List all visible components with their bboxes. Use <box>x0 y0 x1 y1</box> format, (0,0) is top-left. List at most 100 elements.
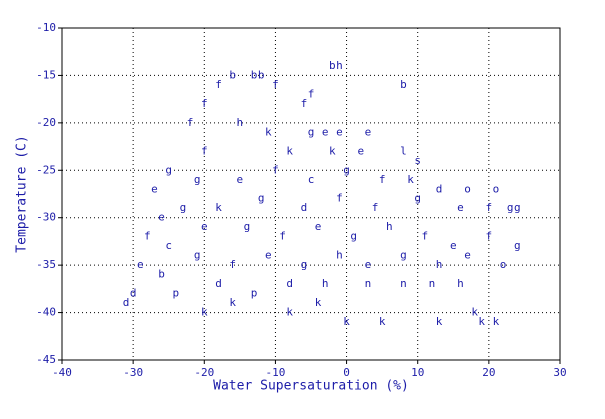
point-marker: g <box>514 239 521 252</box>
point-marker: k <box>315 296 322 309</box>
point-marker: e <box>322 125 329 138</box>
point-marker: f <box>201 97 208 110</box>
point-marker: o <box>500 258 507 271</box>
point-marker: f <box>215 78 222 91</box>
point-marker: h <box>457 277 464 290</box>
point-marker: k <box>265 125 272 138</box>
point-marker: f <box>272 78 279 91</box>
point-marker: d <box>436 182 443 195</box>
point-marker: g <box>194 173 201 186</box>
point-marker: k <box>407 173 414 186</box>
point-marker: e <box>357 144 364 157</box>
point-marker: g <box>343 163 350 176</box>
point-marker: f <box>422 230 429 243</box>
point-marker: k <box>379 315 386 328</box>
point-marker: e <box>457 201 464 214</box>
point-marker: e <box>464 249 471 262</box>
point-marker: k <box>436 315 443 328</box>
point-marker: k <box>215 201 222 214</box>
point-marker: d <box>123 296 130 309</box>
point-marker: k <box>329 144 336 157</box>
point-marker: g <box>194 249 201 262</box>
point-marker: f <box>486 201 493 214</box>
point-marker: g <box>258 192 265 205</box>
x-axis-label: Water Supersaturation (%) <box>213 379 409 394</box>
point-marker: n <box>429 277 436 290</box>
point-marker: p <box>173 287 180 300</box>
point-marker: b <box>400 78 407 91</box>
point-marker: d <box>286 277 293 290</box>
point-marker: b <box>229 68 236 81</box>
point-marker: k <box>493 315 500 328</box>
point-marker: f <box>301 97 308 110</box>
point-marker: f <box>272 163 279 176</box>
point-marker: g <box>350 230 357 243</box>
point-marker: f <box>372 201 379 214</box>
point-marker: e <box>151 182 158 195</box>
point-marker: f <box>336 192 343 205</box>
point-marker: o <box>464 182 471 195</box>
x-tick-label: -40 <box>52 366 72 379</box>
point-marker: k <box>286 144 293 157</box>
point-marker: c <box>165 239 172 252</box>
point-marker: e <box>336 125 343 138</box>
point-marker: c <box>308 173 315 186</box>
point-marker: g <box>180 201 187 214</box>
point-marker: f <box>187 116 194 129</box>
y-tick-label: -30 <box>36 211 56 224</box>
point-marker: e <box>158 211 165 224</box>
point-marker: b <box>251 68 258 81</box>
y-tick-label: -20 <box>36 116 56 129</box>
y-axis-label: Temperature (C) <box>15 135 30 252</box>
point-marker: d <box>130 287 137 300</box>
point-marker: e <box>265 249 272 262</box>
y-tick-label: -45 <box>36 353 56 366</box>
point-marker: g <box>400 249 407 262</box>
x-tick-label: -20 <box>194 366 214 379</box>
x-tick-label: -30 <box>123 366 143 379</box>
point-marker: o <box>493 182 500 195</box>
point-marker: e <box>201 220 208 233</box>
point-marker: n <box>400 277 407 290</box>
point-marker: e <box>315 220 322 233</box>
point-marker: p <box>251 287 258 300</box>
point-marker: h <box>386 220 393 233</box>
plot-frame <box>61 27 561 361</box>
point-marker: f <box>308 87 315 100</box>
point-marker: b <box>329 59 336 72</box>
point-marker: e <box>137 258 144 271</box>
point-marker: k <box>229 296 236 309</box>
x-tick-label: 0 <box>343 366 350 379</box>
point-marker: k <box>201 306 208 319</box>
point-marker: f <box>144 230 151 243</box>
point-marker: k <box>286 306 293 319</box>
point-marker: f <box>379 173 386 186</box>
point-marker: n <box>365 277 372 290</box>
y-tick-label: -10 <box>36 21 56 34</box>
point-marker: g <box>514 201 521 214</box>
point-marker: l <box>400 144 407 157</box>
point-marker: h <box>237 116 244 129</box>
point-marker: b <box>258 68 265 81</box>
point-marker: k <box>478 315 485 328</box>
point-marker: f <box>229 258 236 271</box>
y-tick-label: -35 <box>36 258 56 271</box>
point-marker: g <box>244 220 251 233</box>
point-marker: g <box>414 192 421 205</box>
point-marker: g <box>301 258 308 271</box>
x-tick-label: 10 <box>411 366 424 379</box>
point-marker: e <box>450 239 457 252</box>
point-marker: k <box>471 306 478 319</box>
point-marker: g <box>165 163 172 176</box>
point-marker: s <box>414 154 421 167</box>
point-marker: e <box>365 258 372 271</box>
point-marker: e <box>365 125 372 138</box>
point-marker: f <box>279 230 286 243</box>
point-marker: e <box>237 173 244 186</box>
point-marker: b <box>158 268 165 281</box>
point-marker: h <box>336 59 343 72</box>
point-marker: f <box>486 230 493 243</box>
x-tick-label: -10 <box>265 366 285 379</box>
point-marker: k <box>343 315 350 328</box>
